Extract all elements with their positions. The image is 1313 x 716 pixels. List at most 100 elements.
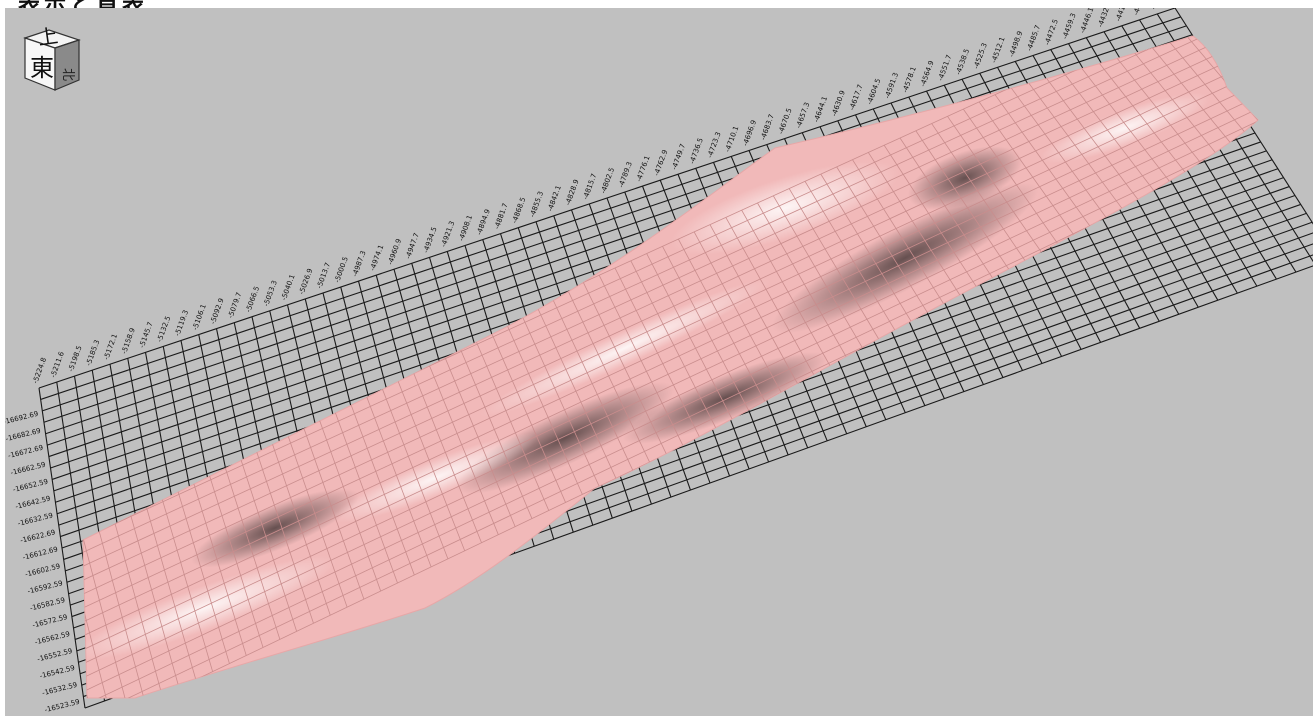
y-axis-tick-label: -16622.69 (19, 528, 56, 544)
y-axis-tick-label: -16532.59 (41, 681, 78, 697)
x-axis-tick-label: -4987.3 (351, 250, 368, 278)
y-axis-tick-label: -16652.59 (12, 478, 49, 494)
x-axis-tick-label: -5013.7 (315, 262, 332, 290)
x-axis-tick-label: -5066.5 (244, 285, 261, 313)
cube-right-label: 北 (60, 68, 75, 81)
x-axis-tick-label: -5053.3 (262, 279, 279, 307)
window-title-strip: 表示と頁表 (0, 0, 1313, 8)
x-axis-tick-label: -4894.9 (475, 208, 492, 236)
x-axis-tick-label: -4921.3 (440, 220, 457, 248)
x-axis-tick-label: -5092.9 (209, 297, 226, 325)
y-axis-tick-label: -16592.59 (27, 579, 64, 595)
x-axis-tick-label: -4657.3 (795, 101, 812, 129)
x-axis-tick-label: -4842.1 (546, 184, 563, 212)
x-axis-tick-label: -4446.1 (1079, 8, 1096, 34)
x-axis-tick-label: -4749.7 (670, 143, 687, 171)
mesh-line-v (83, 112, 1258, 679)
x-axis-tick-label: -4551.7 (937, 54, 954, 82)
x-axis-tick-label: -4644.1 (812, 95, 829, 123)
terrain-scene[interactable]: -5224.8 -5211.6 -5198.5 -5185.3 -5172.1 -5158… (5, 8, 1313, 716)
x-axis-tick-label: -4762.9 (653, 149, 670, 177)
y-axis-tick-label: -16552.59 (36, 647, 73, 663)
y-axis-tick-label: -16662.59 (10, 461, 47, 477)
x-axis-tick-label: -5106.1 (191, 303, 208, 331)
y-axis-tick-label: -16672.69 (7, 444, 44, 460)
x-axis-tick-label: -4538.5 (954, 48, 971, 76)
x-axis-tick-label: -4934.5 (422, 226, 439, 254)
mesh-line-v (83, 103, 1258, 666)
cube-top-label: 上 (36, 26, 59, 50)
x-axis-tick-label: -4868.5 (511, 196, 528, 224)
x-axis-tick-label: -4419.7 (1114, 8, 1131, 22)
grid-line-y (40, 16, 1181, 400)
x-axis-tick-label: -4459.3 (1061, 12, 1078, 40)
grid-line-y (42, 25, 1187, 412)
x-axis-tick-label: -5145.7 (138, 321, 155, 349)
x-axis-tick-label: -4710.1 (724, 125, 741, 153)
x-axis-tick-label: -5198.5 (67, 345, 84, 373)
mesh-line-v (83, 36, 1201, 554)
x-axis-tick-label: -4578.1 (901, 66, 918, 94)
y-axis-tick-label: -16632.59 (17, 511, 54, 527)
x-axis-tick-label: -4630.9 (830, 89, 847, 117)
cube-front-label: 東 (30, 54, 54, 82)
x-axis-tick-label: -4393.3 (1150, 8, 1167, 11)
x-axis-tick-label: -5185.3 (85, 339, 102, 367)
x-axis-tick-label: -5211.6 (49, 350, 66, 379)
x-axis-tick-label: -4789.3 (617, 161, 634, 189)
mesh-line-v (83, 36, 1208, 566)
mesh-line-v (83, 42, 1216, 579)
x-axis-tick-label: -4974.1 (369, 244, 386, 272)
x-axis-tick-label: -5000.5 (333, 256, 350, 284)
x-axis-tick-label: -4485.7 (1025, 24, 1042, 52)
x-axis-tick-label: -4432.9 (1096, 8, 1113, 28)
x-axis-tick-label: -4947.7 (404, 232, 421, 260)
y-axis-tick-label: -16692.69 (5, 410, 39, 426)
x-axis-tick-label: -4855.3 (528, 190, 545, 218)
x-axis-tick-label: -4498.9 (1008, 30, 1025, 58)
x-axis-tick-label: -4670.5 (777, 107, 794, 135)
orientation-cube[interactable]: 上 東 北 (19, 26, 93, 96)
x-axis-tick-label: -4525.3 (972, 42, 989, 70)
y-axis-tick-label: -16682.69 (5, 427, 42, 443)
x-axis-tick-label: -4512.1 (990, 36, 1007, 64)
window-title: 表示と頁表 (18, 0, 148, 8)
x-axis-tick-label: -4723.3 (706, 131, 723, 159)
x-axis-tick-label: -5026.9 (298, 267, 315, 295)
mesh-line-v (83, 60, 1231, 604)
terrain-surface[interactable] (45, 8, 1305, 716)
x-axis-tick-label: -4776.1 (635, 155, 652, 183)
y-axis-tick-label: -16572.59 (32, 613, 69, 629)
mesh-line-v (83, 95, 1258, 654)
x-axis-tick-label: -4828.9 (564, 178, 581, 206)
y-axis-tick-label: -16602.59 (24, 562, 61, 578)
x-axis-tick-label: -4683.7 (759, 113, 776, 141)
x-axis-tick-label: -4960.9 (386, 238, 403, 266)
mesh-line-v (83, 86, 1253, 641)
x-axis-tick-label: -5224.8 (31, 357, 48, 385)
3d-viewport[interactable]: -5224.8 -5211.6 -5198.5 -5185.3 -5172.1 -5158… (5, 8, 1313, 716)
mesh-line-v (83, 77, 1246, 629)
x-axis-tick-label: -4696.9 (741, 119, 758, 147)
x-axis-tick-label: -5132.5 (156, 315, 173, 343)
x-axis-tick-label: -4815.7 (582, 172, 599, 200)
x-axis-tick-label: -4564.9 (919, 60, 936, 88)
x-axis-tick-label: -5172.1 (102, 333, 119, 361)
mesh-line-v (85, 121, 1258, 691)
x-axis-tick-label: -4472.5 (1043, 18, 1060, 46)
y-axis-tick-label: -16612.69 (22, 545, 59, 561)
y-axis-tick-label: -16582.59 (29, 596, 66, 612)
x-axis-tick-label: -4881.7 (493, 202, 510, 230)
y-axis-tick-label: -16523.59 (44, 698, 81, 714)
y-axis-tick-label: -16642.59 (15, 494, 52, 510)
x-axis-tick-label: -5079.7 (227, 291, 244, 319)
x-axis-tick-label: -4908.1 (457, 214, 474, 242)
x-axis-tick-label: -5040.1 (280, 273, 297, 301)
y-axis-tick-label: -16542.59 (39, 664, 76, 680)
x-axis-tick-label: -5158.9 (120, 327, 137, 355)
x-axis-tick-label: -4591.3 (883, 72, 900, 100)
mesh-line-v (83, 68, 1238, 616)
x-axis-tick-label: -4617.7 (848, 83, 865, 111)
grid-line-y (38, 8, 1176, 389)
cube-right-face (54, 39, 80, 91)
